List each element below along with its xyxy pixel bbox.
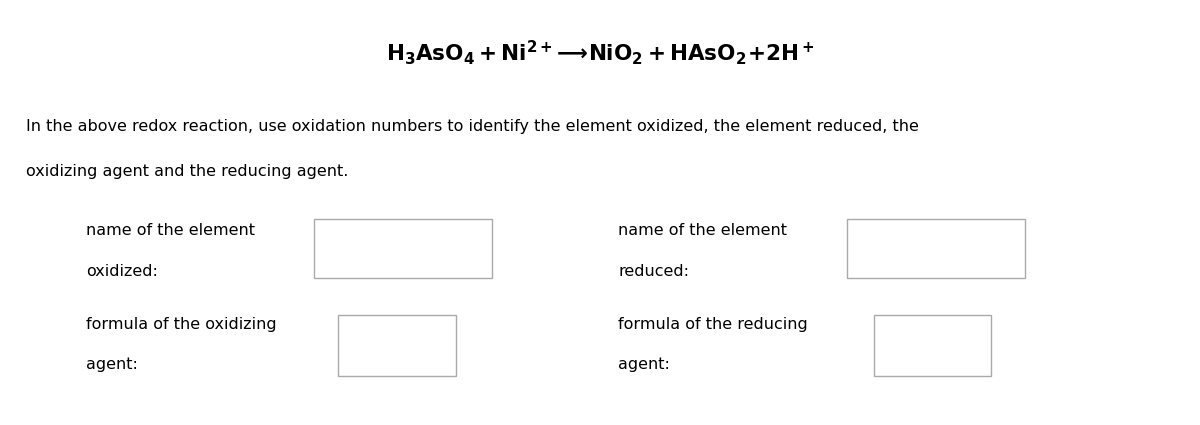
Bar [338, 314, 456, 376]
Text: agent:: agent: [618, 357, 670, 372]
Text: reduced:: reduced: [618, 264, 689, 278]
Text: agent:: agent: [86, 357, 138, 372]
Text: name of the element: name of the element [618, 223, 787, 238]
Bar [874, 314, 991, 376]
Bar [847, 219, 1025, 278]
Text: $\mathbf{H_3AsO_4 + Ni^{2+}\!\longrightarrow\!NiO_2 + HAsO_2\!+\! 2H^+}$: $\mathbf{H_3AsO_4 + Ni^{2+}\!\longrighta… [385, 38, 815, 67]
Text: formula of the reducing: formula of the reducing [618, 317, 808, 332]
Text: name of the element: name of the element [86, 223, 256, 238]
Text: In the above redox reaction, use oxidation numbers to identify the element oxidi: In the above redox reaction, use oxidati… [26, 119, 919, 134]
Text: oxidized:: oxidized: [86, 264, 158, 278]
Text: formula of the oxidizing: formula of the oxidizing [86, 317, 277, 332]
Text: oxidizing agent and the reducing agent.: oxidizing agent and the reducing agent. [26, 164, 349, 178]
Bar [314, 219, 492, 278]
